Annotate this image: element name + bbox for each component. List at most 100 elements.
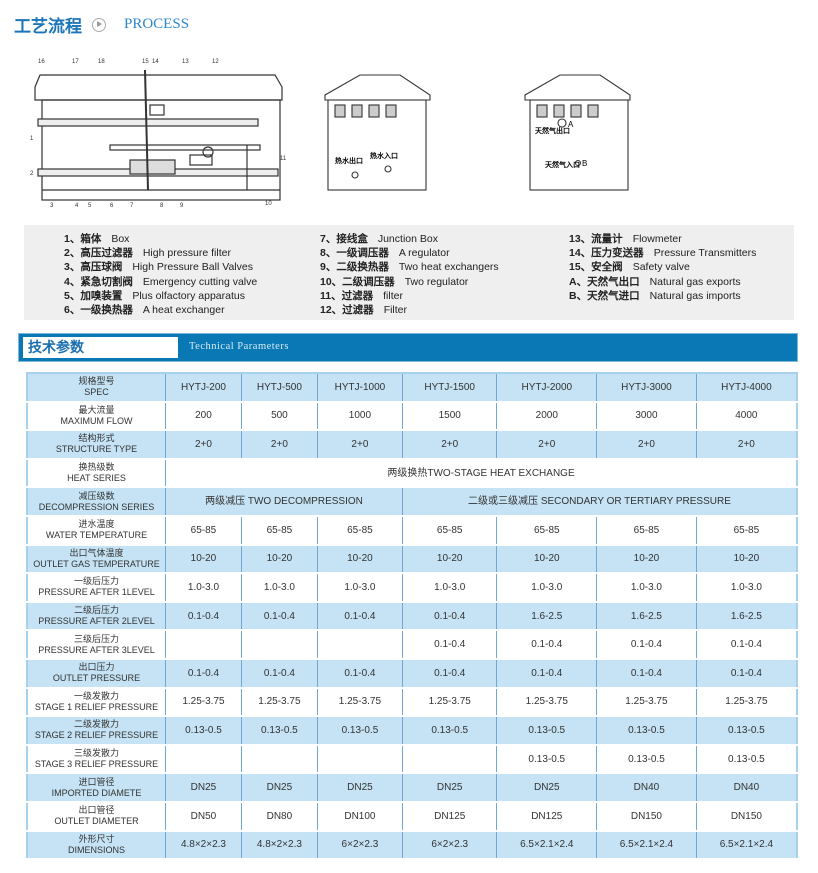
table-row: 换热级数 HEAT SERIES 两级换热TWO-STAGE HEAT EXCHAN… xyxy=(27,458,797,488)
table-cell: HYTJ-4000 xyxy=(695,373,797,402)
table-cell: 0.1-0.4 xyxy=(596,630,697,659)
table-cell: 0.1-0.4 xyxy=(316,658,403,688)
table-cell: 0.1-0.4 xyxy=(240,601,318,631)
table-cell: 0.1-0.4 xyxy=(165,658,242,688)
legend-item-en: High Pressure Ball Valves xyxy=(132,261,253,274)
table-cell: 3000 xyxy=(596,401,697,431)
gas-outlet-marker: A xyxy=(568,120,574,129)
row-label: 三级发散力 STAGE 3 RELIEF PRESSURE xyxy=(27,744,166,774)
gas-inlet-marker: B xyxy=(582,159,587,168)
table-cell: 65-85 xyxy=(695,515,797,545)
table-cell: 两级减压 TWO DECOMPRESSION xyxy=(165,487,403,516)
callout: 13 xyxy=(182,59,189,65)
table-cell: 2+0 xyxy=(165,430,242,459)
table-cell xyxy=(240,744,318,774)
legend-item-cn: 1、箱体 xyxy=(64,233,102,245)
table-cell: 2+0 xyxy=(240,430,318,459)
legend-column: 13、流量计 Flowmeter 14、压力变送器 Pressure Transmit… xyxy=(569,232,756,303)
row-label-cn: 一级后压力 xyxy=(73,576,119,587)
legend-item: 9、二级换热器 Two heat exchangers xyxy=(320,260,499,274)
table-cell: DN25 xyxy=(496,773,597,802)
hot-water-inlet-label: 热水入口 xyxy=(370,151,398,160)
table-cell: 0.1-0.4 xyxy=(496,658,597,688)
table-cell: 10-20 xyxy=(316,544,403,574)
table-cell: 4000 xyxy=(695,401,797,431)
table-cell: 0.1-0.4 xyxy=(695,630,797,659)
table-row: 出口压力 OUTLET PRESSURE 0.1-0.4 0.1-0.4 0.1-0.4… xyxy=(27,658,797,688)
legend-item-cn: 11、过滤器 xyxy=(320,289,374,302)
table-cell: 2+0 xyxy=(401,430,497,459)
legend-item: 6、一级换热器 A heat exchanger xyxy=(64,303,257,317)
table-cell: 0.13-0.5 xyxy=(596,716,697,745)
table-cell: HYTJ-3000 xyxy=(596,373,697,402)
legend-item-cn: 4、紧急切割阀 xyxy=(64,275,133,288)
table-cell: DN25 xyxy=(240,773,318,802)
legend-item-cn: 7、接线盒 xyxy=(320,233,368,245)
table-cell: DN40 xyxy=(695,773,797,802)
table-cell: 0.1-0.4 xyxy=(401,601,497,631)
legend-item: 2、高压过滤器 High pressure filter xyxy=(64,246,257,260)
legend-item: 3、高压球阀 High Pressure Ball Valves xyxy=(64,260,257,274)
box-front-view xyxy=(324,74,431,191)
table-cell: 6.5×2.1×2.4 xyxy=(695,830,797,860)
row-label: 二级发散力 STAGE 2 RELIEF PRESSURE xyxy=(27,716,166,745)
row-label-cn: 二级发散力 xyxy=(73,719,119,730)
legend-item: 7、接线盒 Junction Box xyxy=(320,232,499,246)
row-label-cn: 进口管径 xyxy=(78,776,115,787)
legend-item-en: Natural gas exports xyxy=(649,275,741,288)
table-cell: 10-20 xyxy=(596,544,697,574)
row-label-en: PRESSURE AFTER 1LEVEL xyxy=(38,587,155,598)
table-cell: 1.0-3.0 xyxy=(165,573,242,602)
row-label-en: OUTLET PRESSURE xyxy=(52,673,141,684)
table-cell: DN150 xyxy=(596,801,697,831)
table-cell: 0.13-0.5 xyxy=(496,744,597,774)
table-cell: 65-85 xyxy=(316,515,403,545)
row-label-en: DIMENSIONS xyxy=(67,844,125,855)
row-label-cn: 一级发散力 xyxy=(73,690,119,701)
row-label-cn: 出口压力 xyxy=(78,662,115,673)
table-cell: HYTJ-500 xyxy=(240,373,318,402)
table-cell: 0.1-0.4 xyxy=(401,630,497,659)
callout: 16 xyxy=(38,59,45,65)
table-cell: 两级换热TWO-STAGE HEAT EXCHANGE xyxy=(165,458,797,488)
callout: 15 xyxy=(142,59,149,65)
table-cell: 6×2×2.3 xyxy=(316,830,403,860)
row-label-en: HEAT SERIES xyxy=(67,473,126,484)
legend-item-cn: 10、二级调压器 xyxy=(320,275,395,288)
table-cell: 10-20 xyxy=(240,544,318,574)
row-label-en: STAGE 2 RELIEF PRESSURE xyxy=(34,730,159,741)
row-label: 出口压力 OUTLET PRESSURE xyxy=(27,658,166,688)
row-label: 换热级数 HEAT SERIES xyxy=(27,458,166,488)
table-row: 减压级数 DECOMPRESSION SERIES 两级减压 TWO DECOMPR… xyxy=(27,487,797,516)
row-label-cn: 最大流量 xyxy=(78,404,115,415)
legend-item-cn: 8、一级调压器 xyxy=(320,247,389,260)
table-cell: DN125 xyxy=(496,801,597,831)
callout: 18 xyxy=(98,59,105,65)
table-cell: 65-85 xyxy=(496,515,597,545)
table-cell: DN50 xyxy=(165,801,242,831)
row-label-en: WATER TEMPERATURE xyxy=(45,530,148,541)
callout: 5 xyxy=(88,203,92,209)
table-row: 三级后压力 PRESSURE AFTER 3LEVEL 0.1-0.4 0.1-0.4… xyxy=(27,630,797,659)
legend-item-en: Two heat exchangers xyxy=(398,261,499,274)
table-row: 进水温度 WATER TEMPERATURE 65-85 65-85 65-85 65-8… xyxy=(27,515,797,545)
table-cell: 1.25-3.75 xyxy=(316,687,403,717)
legend-item: 15、安全阀 Safety valve xyxy=(569,260,756,274)
table-cell: DN125 xyxy=(401,801,497,831)
legend-item-cn: 15、安全阀 xyxy=(569,261,623,274)
table-cell: 500 xyxy=(240,401,318,431)
table-cell: 1.0-3.0 xyxy=(596,573,697,602)
play-circle-icon xyxy=(92,17,106,32)
legend-item-cn: A、天然气出口 xyxy=(569,275,640,288)
legend-item-en: Natural gas imports xyxy=(649,289,741,302)
table-cell: DN80 xyxy=(240,801,318,831)
table-cell xyxy=(165,744,242,774)
callout: 9 xyxy=(180,203,184,209)
legend-item: 10、二级调压器 Two regulator xyxy=(320,275,499,289)
callout: 8 xyxy=(160,203,164,209)
legend-item-cn: B、天然气进口 xyxy=(569,289,640,302)
table-row: 二级发散力 STAGE 2 RELIEF PRESSURE 0.13-0.5 0.13… xyxy=(27,716,797,745)
table-cell: HYTJ-1500 xyxy=(401,373,497,402)
row-label-en: MAXIMUM FLOW xyxy=(60,415,133,426)
row-label: 一级发散力 STAGE 1 RELIEF PRESSURE xyxy=(27,687,166,717)
